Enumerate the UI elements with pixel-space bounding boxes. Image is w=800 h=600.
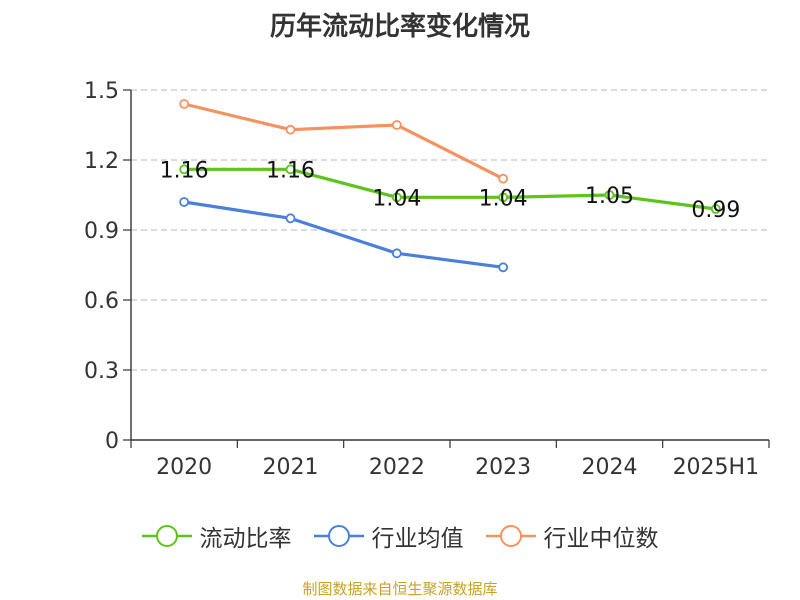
axes: 0 0.3 0.6 0.9 1.2 1.5 2020 2021 2022 2023 2024 2025… [84,79,770,480]
data-point [285,164,296,175]
y-tick-label: 0.6 [84,289,119,314]
data-point [391,248,402,259]
data-label: 1.04 [372,186,421,211]
y-tick-label: 0.9 [84,219,119,244]
data-point [285,213,296,224]
data-point [498,192,509,203]
data-point [498,173,509,184]
data-labels: 1.16 1.16 1.04 1.04 1.05 0.99 [160,158,741,223]
legend-line-marker-icon [141,525,192,547]
data-label: 1.05 [585,184,634,209]
data-label: 1.16 [266,158,315,183]
legend-item[interactable]: 行业中位数 [485,519,659,553]
chart-title: 历年流动比率变化情况 [269,12,530,42]
data-point [604,190,615,200]
x-tick-label: 2025H1 [673,455,760,480]
data-point [285,124,296,135]
legend-label: 流动比率 [199,526,292,552]
data-label: 0.99 [691,198,740,223]
grid-lines [131,89,769,371]
x-tick-label: 2024 [582,455,638,480]
series-line [183,102,504,181]
y-tick-label: 1.2 [84,149,119,174]
data-point [498,262,509,273]
legend-line-marker-icon [313,525,364,547]
legend-item[interactable]: 行业均值 [313,519,464,553]
legend-item[interactable]: 流动比率 [141,519,292,553]
x-tick-label: 2023 [475,455,531,480]
data-label: 1.16 [160,158,209,183]
y-tick-label: 1.5 [84,79,119,104]
data-label: 1.04 [479,186,528,211]
legend: 流动比率 行业均值 行业中位数 [0,518,800,554]
data-point [391,192,402,203]
legend-label: 行业中位数 [543,526,659,552]
data-point [710,204,721,214]
x-tick-label: 2021 [263,455,319,480]
data-point [179,164,190,175]
series-lines [179,99,721,273]
x-tick-label: 2022 [369,455,425,480]
legend-line-marker-icon [485,525,536,547]
data-point [179,197,190,207]
series-line [183,200,504,269]
data-point [391,120,402,130]
y-tick-label: 0.3 [84,359,119,384]
series-line [184,167,717,211]
data-point [179,99,190,109]
x-tick-label: 2020 [156,455,212,480]
y-tick-label: 0 [105,429,119,454]
source-note: 制图数据来自恒生聚源数据库 [302,580,498,598]
legend-label: 行业均值 [371,526,464,552]
